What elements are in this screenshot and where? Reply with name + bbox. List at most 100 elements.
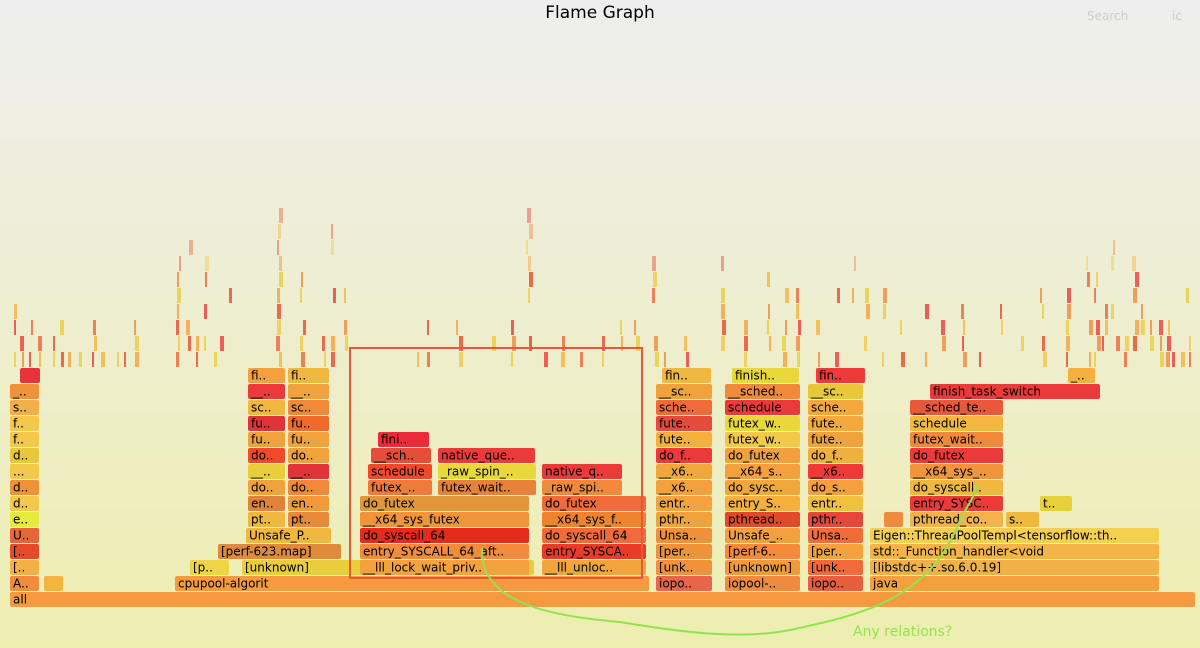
frame-bar[interactable] <box>360 512 529 527</box>
flame-frame[interactable]: fute.. <box>808 416 863 431</box>
frame-bar[interactable] <box>808 576 863 591</box>
frame-bar[interactable] <box>656 464 712 479</box>
flame-frame[interactable]: [unk.. <box>808 560 863 575</box>
flame-frame[interactable]: d.. <box>10 480 39 495</box>
flame-frame[interactable]: en.. <box>288 496 329 511</box>
frame-bar[interactable] <box>248 464 285 479</box>
frame-bar[interactable] <box>368 464 432 479</box>
flame-frame[interactable] <box>884 512 903 527</box>
flame-frame[interactable]: futex_w.. <box>725 432 800 447</box>
frame-bar[interactable] <box>1040 496 1072 511</box>
flame-frame[interactable]: [libstdc++.so.6.0.19] <box>870 560 1159 575</box>
flame-frame[interactable]: Unsafe_P.. <box>246 528 331 543</box>
flame-frame[interactable]: s.. <box>1006 512 1039 527</box>
frame-bar[interactable] <box>288 496 329 511</box>
frame-bar[interactable] <box>542 528 646 543</box>
flame-frame[interactable]: schedule <box>910 416 1003 431</box>
frame-bar[interactable] <box>910 416 1003 431</box>
frame-bar[interactable] <box>542 560 646 575</box>
frame-bar[interactable] <box>656 384 712 399</box>
frame-bar[interactable] <box>248 496 285 511</box>
frame-bar[interactable] <box>725 480 800 495</box>
flame-frame[interactable]: [p.. <box>190 560 229 575</box>
frame-bar[interactable] <box>732 368 799 383</box>
frame-bar[interactable] <box>656 448 712 463</box>
frame-bar[interactable] <box>870 544 1159 559</box>
flame-frame[interactable]: native_que.. <box>438 448 535 463</box>
frame-bar[interactable] <box>808 448 863 463</box>
flame-frame[interactable]: f.. <box>10 432 39 447</box>
frame-bar[interactable] <box>438 448 535 463</box>
frame-bar[interactable] <box>246 528 331 543</box>
flame-frame[interactable]: sc.. <box>248 400 285 415</box>
frame-bar[interactable] <box>10 528 39 543</box>
flame-frame[interactable]: A.. <box>10 576 39 591</box>
frame-bar[interactable] <box>10 432 39 447</box>
frame-bar[interactable] <box>656 528 712 543</box>
frame-bar[interactable] <box>20 368 40 383</box>
flame-frame[interactable]: entry_SYSCALL_64_aft.. <box>360 544 529 559</box>
flame-frame[interactable]: pthr.. <box>656 512 712 527</box>
flame-frame[interactable]: sche.. <box>808 400 863 415</box>
frame-bar[interactable] <box>910 496 1003 511</box>
flame-frame[interactable]: __x64_sys_.. <box>910 464 1003 479</box>
flame-frame[interactable]: do_futex <box>542 496 646 511</box>
flame-frame[interactable]: __x6.. <box>808 464 863 479</box>
frame-bar[interactable] <box>808 432 863 447</box>
frame-bar[interactable] <box>10 384 39 399</box>
flame-frame[interactable]: fute.. <box>808 432 863 447</box>
frame-bar[interactable] <box>816 368 865 383</box>
frame-bar[interactable] <box>656 496 712 511</box>
frame-bar[interactable] <box>542 496 646 511</box>
flame-frame[interactable]: __.. <box>288 464 329 479</box>
frame-bar[interactable] <box>248 416 285 431</box>
flame-frame[interactable]: do_syscall_64 <box>360 528 529 543</box>
frame-bar[interactable] <box>248 384 285 399</box>
flame-frame[interactable]: fu.. <box>288 432 329 447</box>
flame-frame[interactable]: do_s.. <box>808 480 863 495</box>
frame-bar[interactable] <box>371 448 431 463</box>
frame-bar[interactable] <box>910 480 1003 495</box>
flame-frame[interactable]: _raw_spin_.. <box>438 464 536 479</box>
frame-bar[interactable] <box>542 512 646 527</box>
frame-bar[interactable] <box>870 576 1159 591</box>
frame-bar[interactable] <box>190 560 229 575</box>
frame-bar[interactable] <box>360 528 529 543</box>
frame-bar[interactable] <box>725 512 800 527</box>
frame-bar[interactable] <box>10 464 39 479</box>
frame-bar[interactable] <box>1068 368 1095 383</box>
flame-frame[interactable]: schedule <box>725 400 800 415</box>
flame-frame[interactable]: __x6.. <box>656 464 712 479</box>
frame-bar[interactable] <box>725 544 800 559</box>
frame-bar[interactable] <box>438 464 536 479</box>
flame-frame[interactable]: pt.. <box>248 512 285 527</box>
frame-bar[interactable] <box>930 384 1100 399</box>
frame-bar[interactable] <box>10 576 39 591</box>
flame-frame[interactable]: futex_wait.. <box>438 480 536 495</box>
flame-frame[interactable]: [per.. <box>656 544 712 559</box>
flame-frame[interactable]: do_syscall_64 <box>542 528 646 543</box>
flame-frame[interactable]: s.. <box>10 400 39 415</box>
frame-bar[interactable] <box>248 432 285 447</box>
frame-bar[interactable] <box>360 560 529 575</box>
flame-frame[interactable]: [per.. <box>808 544 863 559</box>
flame-frame[interactable]: sche.. <box>656 400 712 415</box>
flame-frame[interactable]: schedule <box>368 464 432 479</box>
frame-bar[interactable] <box>1006 512 1039 527</box>
flame-frame[interactable]: iopo.. <box>656 576 712 591</box>
flame-frame[interactable]: __sched.. <box>725 384 800 399</box>
frame-bar[interactable] <box>725 576 800 591</box>
frame-bar[interactable] <box>10 400 39 415</box>
flame-frame[interactable]: d.. <box>10 496 39 511</box>
frame-bar[interactable] <box>10 496 39 511</box>
frame-bar[interactable] <box>656 560 712 575</box>
frame-bar[interactable] <box>808 512 863 527</box>
flame-frame[interactable]: do.. <box>288 480 329 495</box>
frame-bar[interactable] <box>725 432 800 447</box>
frame-bar[interactable] <box>910 448 1003 463</box>
frame-bar[interactable] <box>10 544 39 559</box>
flame-frame[interactable]: ... <box>10 464 39 479</box>
flame-frame[interactable]: _.. <box>10 384 39 399</box>
frame-bar[interactable] <box>360 544 529 559</box>
flame-frame[interactable]: entry_SYSCA.. <box>542 544 646 559</box>
